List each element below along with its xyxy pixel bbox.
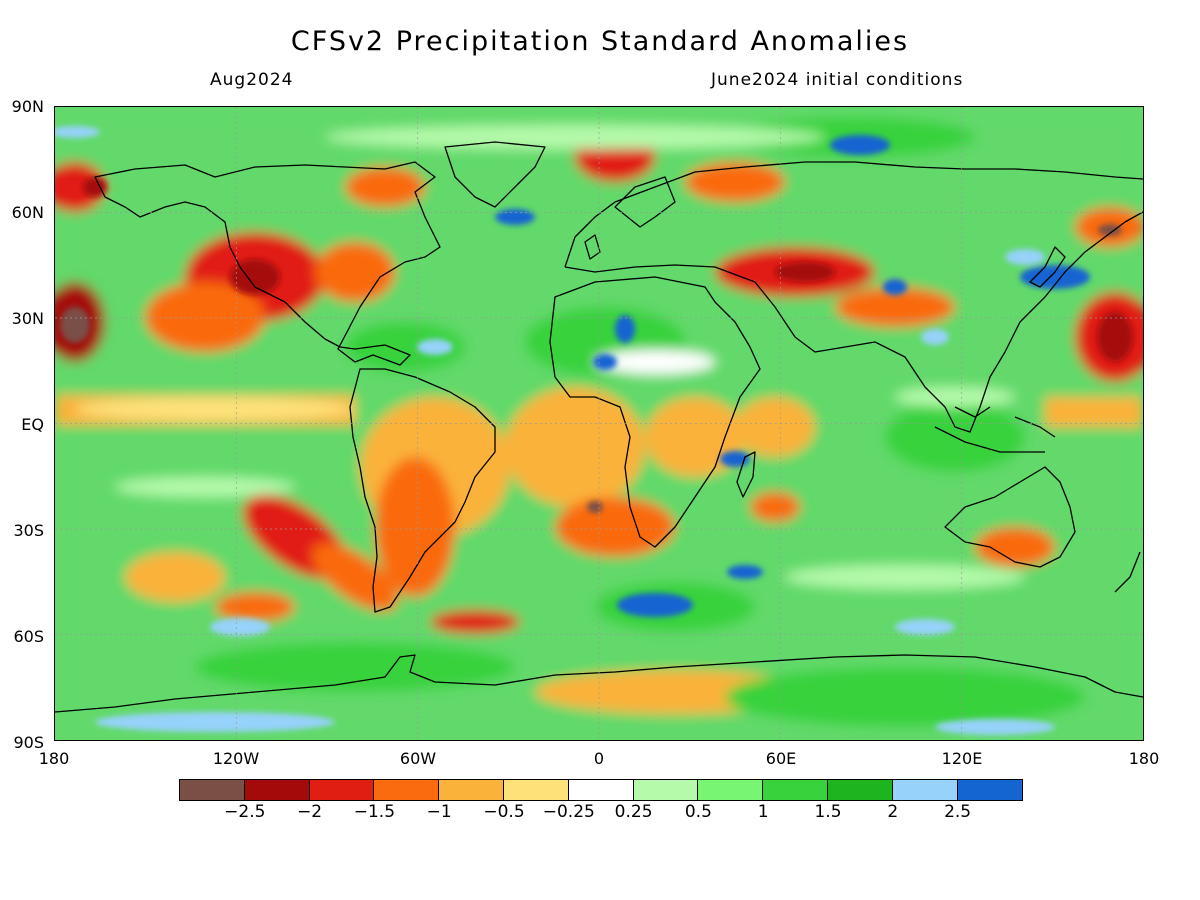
colorbar-tick-label: −0.5 xyxy=(483,802,525,822)
colorbar-swatch xyxy=(180,780,245,800)
colorbar-tick-label: 1 xyxy=(757,802,769,822)
colorbar-tick-label: −0.25 xyxy=(542,802,595,822)
lat-label: 60N xyxy=(11,203,44,222)
colorbar-swatch xyxy=(503,780,569,800)
lon-label: 180 xyxy=(1128,749,1160,768)
lat-label: 90N xyxy=(11,97,44,116)
colorbar xyxy=(179,779,1024,801)
colorbar-swatch xyxy=(763,780,828,800)
anomaly-cores xyxy=(55,126,1133,735)
lat-label: 30S xyxy=(13,521,44,540)
lon-label: 180 xyxy=(38,749,70,768)
colorbar-swatch xyxy=(439,780,504,800)
lat-label: 60S xyxy=(13,627,44,646)
lat-label: 30N xyxy=(11,309,44,328)
colorbar-swatch xyxy=(568,780,634,800)
colorbar-tick-label: −2.5 xyxy=(224,802,266,822)
lon-label: 60E xyxy=(765,749,797,768)
colorbar-tick-label: −2 xyxy=(297,802,323,822)
colorbar-tick-label: −1 xyxy=(426,802,452,822)
coastlines xyxy=(55,141,1143,713)
colorbar-tick-label: 2.5 xyxy=(944,802,972,822)
gridlines xyxy=(55,107,1143,740)
lat-label: 90S xyxy=(13,733,44,752)
colorbar-swatch xyxy=(374,780,440,800)
colorbar-swatch xyxy=(309,780,375,800)
colorbar-swatch xyxy=(892,780,958,800)
colorbar-swatch xyxy=(957,780,1023,800)
lon-label: 120E xyxy=(941,749,983,768)
colorbar-swatch xyxy=(827,780,893,800)
colorbar-swatch xyxy=(698,780,764,800)
colorbar-tick-label: 1.5 xyxy=(814,802,842,822)
colorbar-tick-label: 2 xyxy=(887,802,899,822)
lon-label: 60W xyxy=(399,749,437,768)
anomaly-map xyxy=(54,106,1144,741)
lon-label: 0 xyxy=(593,749,605,768)
initial-conditions: June2024 initial conditions xyxy=(711,70,964,90)
map-title: CFSv2 Precipitation Standard Anomalies xyxy=(290,26,910,57)
colorbar-swatch xyxy=(633,780,699,800)
valid-month: Aug2024 xyxy=(210,70,294,90)
colorbar-tick-label: 0.5 xyxy=(684,802,712,822)
colorbar-swatch xyxy=(244,780,310,800)
colorbar-tick-label: −1.5 xyxy=(353,802,396,822)
lon-label: 120W xyxy=(212,749,260,768)
lat-label: EQ xyxy=(21,415,44,434)
colorbar-tick-label: 0.25 xyxy=(614,802,653,822)
